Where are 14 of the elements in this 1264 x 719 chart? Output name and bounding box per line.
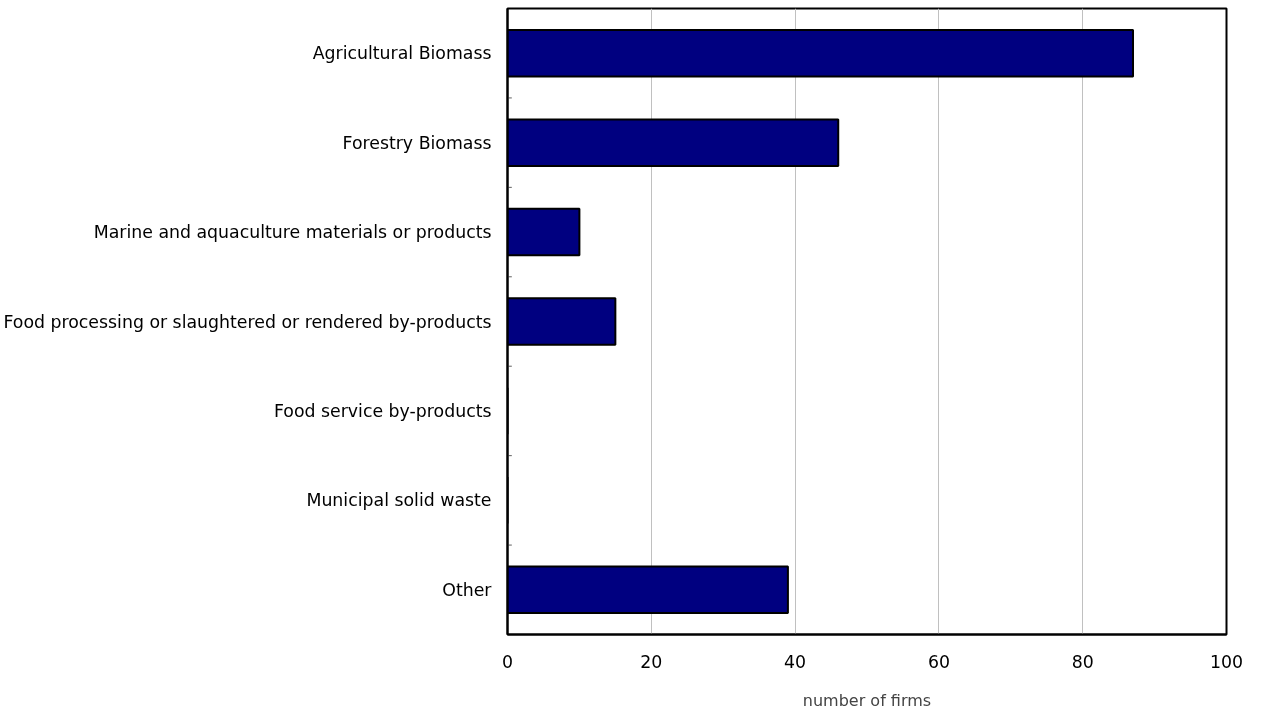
x-tick-label: 20 [640, 651, 663, 672]
x-axis-title: number of firms [802, 690, 932, 710]
y-tick-label: Forestry Biomass [342, 132, 492, 153]
x-tick-label: 0 [501, 651, 514, 672]
x-tick-label: 60 [927, 651, 950, 672]
x-tick-label: 80 [1071, 651, 1094, 672]
x-tick-label: 40 [784, 651, 807, 672]
y-tick-label: Municipal solid waste [306, 490, 492, 511]
y-tick-label: Other [442, 579, 493, 600]
y-tick-label: Food service by-products [273, 400, 492, 421]
y-tick-label: Food processing or slaughtered or rendered by-products [3, 311, 492, 332]
y-tick-label: Agricultural Biomass [312, 43, 492, 64]
x-tick-label: 100 [1209, 651, 1244, 672]
y-tick-label: Marine and aquaculture materials or products [93, 222, 492, 243]
